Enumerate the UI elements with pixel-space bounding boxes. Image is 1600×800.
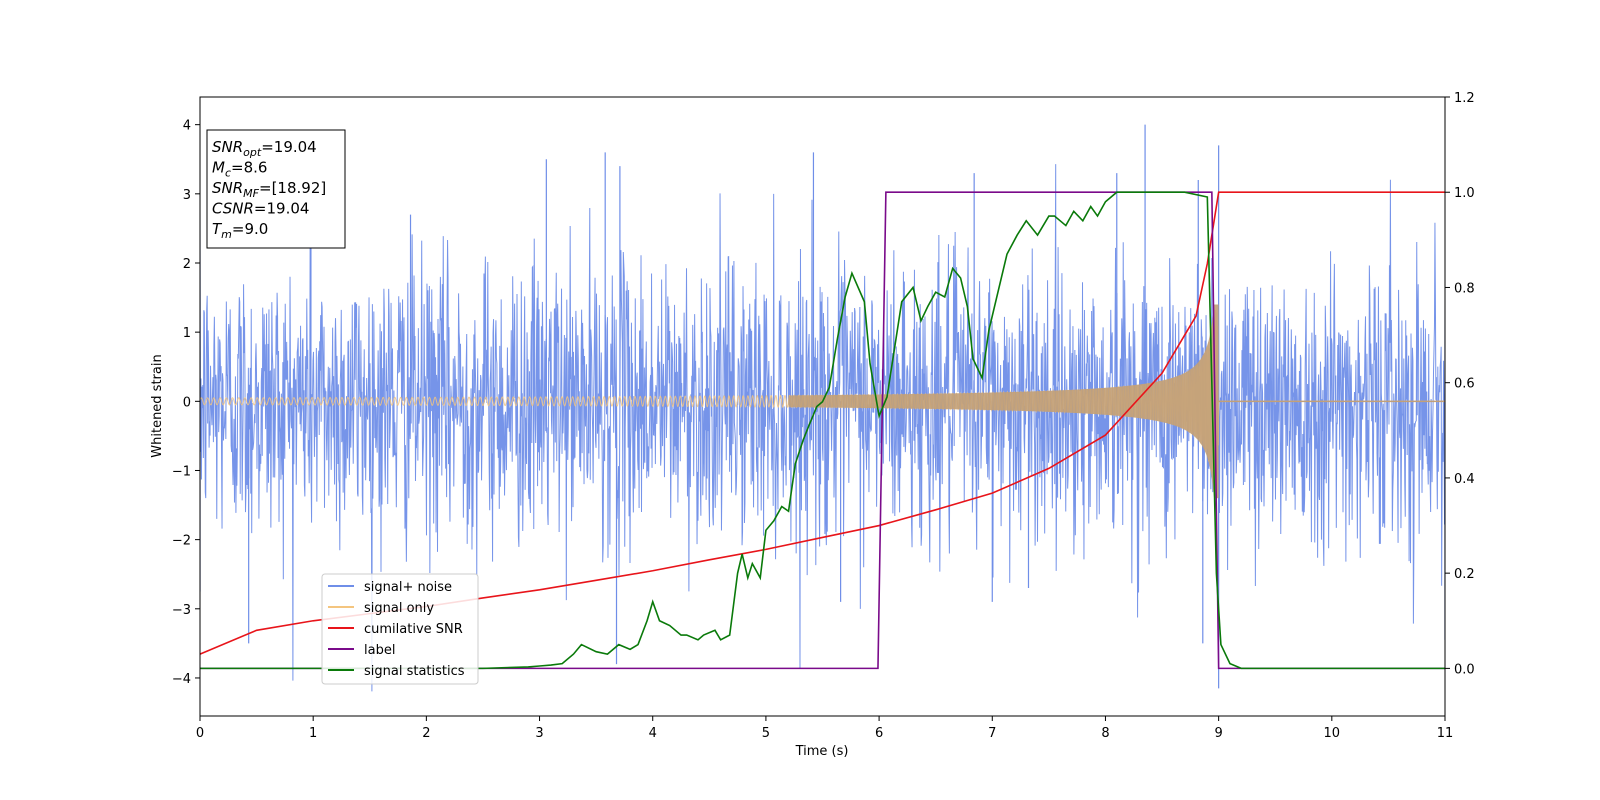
- series-signal-noise-spikes: [200, 124, 1445, 689]
- x-axis-label: Time (s): [795, 744, 849, 759]
- annotation-symbol: CSNR: [212, 200, 254, 218]
- x-tick-label: 0: [196, 726, 204, 741]
- annotation-line: SNRopt=19.04: [212, 138, 317, 159]
- x-tick-label: 9: [1214, 726, 1222, 741]
- y2-tick-label: 0.2: [1454, 567, 1475, 582]
- x-tick-label: 7: [988, 726, 996, 741]
- annotation-subscript: opt: [243, 146, 262, 159]
- x-tick-label: 10: [1324, 726, 1341, 741]
- y2-tick-label: 1.0: [1454, 186, 1475, 201]
- annotation-subscript: m: [221, 228, 232, 241]
- x-tick-label: 3: [535, 726, 543, 741]
- annotation-line: CSNR=19.04: [212, 200, 309, 218]
- annotation-value: =8.6: [231, 159, 267, 177]
- legend-label: cumilative SNR: [364, 622, 463, 637]
- annotation-symbol: T: [212, 220, 223, 238]
- annotation-value: =19.04: [261, 138, 317, 156]
- x-tick-label: 5: [762, 726, 770, 741]
- y2-tick-label: 1.2: [1454, 91, 1475, 106]
- x-tick-label: 8: [1101, 726, 1109, 741]
- annotation-line: SNRMF=[18.92]: [212, 179, 326, 200]
- y-tick-label: 2: [183, 257, 191, 272]
- annotation-frame: [206, 129, 346, 249]
- annotation-value: =9.0: [232, 220, 268, 238]
- legend-label: signal only: [364, 601, 434, 616]
- y-tick-label: 1: [183, 326, 191, 341]
- y-axis-label: Whitened strain: [150, 354, 165, 457]
- annotation-subscript: MF: [243, 187, 259, 200]
- x-tick-label: 11: [1437, 726, 1454, 741]
- annotation-line: Tm=9.0: [212, 220, 268, 241]
- x-tick-label: 6: [875, 726, 883, 741]
- legend-label: signal+ noise: [364, 580, 452, 595]
- legend: signal+ noise signal only cumilative SNR la…: [321, 573, 479, 685]
- x-tick-label: 2: [422, 726, 430, 741]
- y-tick-label: −2: [172, 534, 191, 549]
- legend-label: signal statistics: [364, 664, 465, 679]
- y-tick-label: −1: [172, 464, 191, 479]
- annotation-value: =[18.92]: [259, 179, 326, 197]
- y-tick-label: 3: [183, 188, 191, 203]
- annotation-value: =19.04: [254, 200, 310, 218]
- annotation-symbol: M: [212, 159, 225, 177]
- annotation-symbol: SNR: [212, 138, 243, 156]
- y2-tick-label: 0.8: [1454, 281, 1475, 296]
- annotation-box: SNRopt=19.04Mc=8.6SNRMF=[18.92]CSNR=19.0…: [206, 129, 346, 249]
- annotation-symbol: SNR: [212, 179, 243, 197]
- x-tick-label: 1: [309, 726, 317, 741]
- series-signal-noise: [200, 164, 1445, 692]
- annotation-line: Mc=8.6: [212, 159, 267, 180]
- series-signal-statistics: [200, 191, 1445, 670]
- plot-frame: [199, 96, 1446, 717]
- y-tick-label: 4: [183, 119, 191, 134]
- y-tick-label: −4: [172, 672, 191, 687]
- y-tick-label: −3: [172, 603, 191, 618]
- y2-tick-label: 0.4: [1454, 472, 1475, 487]
- y2-tick-label: 0.6: [1454, 377, 1475, 392]
- y-tick-label: 0: [183, 395, 191, 410]
- legend-label: label: [364, 643, 395, 658]
- x-tick-label: 4: [649, 726, 657, 741]
- legend-frame: [321, 573, 479, 685]
- axes-layer: 0 1 2 3 4 5 6 7 8 9 10 11 −4 −3 −2 −1 0 1 2 3 4 0.0 0.2 0.4 0.6 0…: [172, 91, 1475, 741]
- annotation-subscript: c: [225, 167, 231, 180]
- series-signal-only-envelope: [788, 304, 1219, 499]
- y2-tick-label: 0.0: [1454, 662, 1475, 677]
